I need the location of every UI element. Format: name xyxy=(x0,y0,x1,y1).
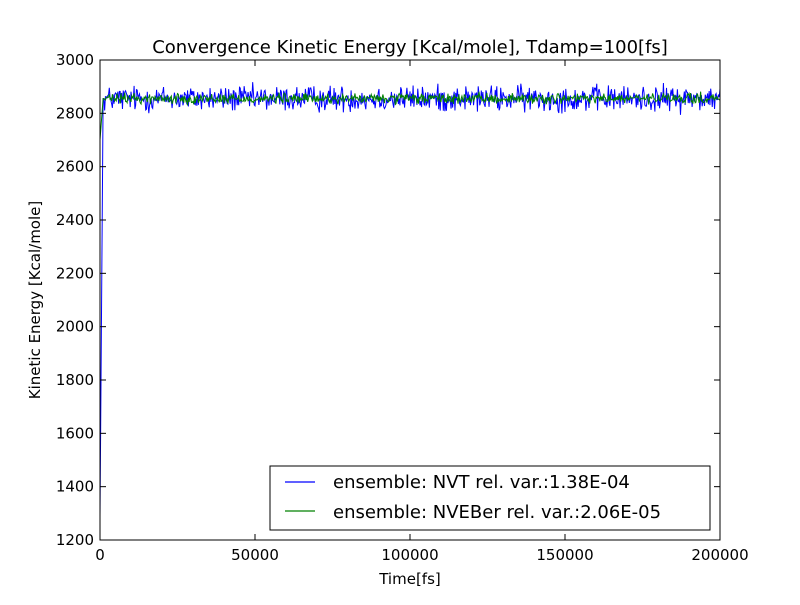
x-tick-label: 100000 xyxy=(381,546,438,564)
y-tick-label: 2800 xyxy=(56,104,94,122)
y-tick-label: 1600 xyxy=(56,424,94,442)
y-tick-label: 1400 xyxy=(56,478,94,496)
legend-label-nvt: ensemble: NVT rel. var.:1.38E-04 xyxy=(333,472,630,493)
y-tick-label: 2000 xyxy=(56,318,94,336)
series-layer xyxy=(99,82,721,517)
chart-title: Convergence Kinetic Energy [Kcal/mole], … xyxy=(152,37,668,58)
x-tick-label: 0 xyxy=(95,546,105,564)
y-tick-label: 2600 xyxy=(56,158,94,176)
x-tick-label: 200000 xyxy=(691,546,748,564)
x-axis-label: Time[fs] xyxy=(378,570,441,588)
y-tick-label: 2200 xyxy=(56,264,94,282)
y-axis-label: Kinetic Energy [Kcal/mole] xyxy=(26,201,44,399)
y-tick-label: 1200 xyxy=(56,531,94,549)
y-tick-label: 2400 xyxy=(56,211,94,229)
y-tick-label: 1800 xyxy=(56,371,94,389)
series-line-nvt xyxy=(99,82,721,517)
axis-ticks: 0 50000 100000 150000 200000 1200 1400 1600 1800… xyxy=(56,51,749,564)
legend-label-nveber: ensemble: NVEBer rel. var.:2.06E-05 xyxy=(333,502,661,523)
legend-box xyxy=(269,465,711,531)
legend: ensemble: NVT rel. var.:1.38E-04 ensembl… xyxy=(269,465,711,531)
y-tick-label: 3000 xyxy=(56,51,94,69)
x-tick-label: 150000 xyxy=(536,546,593,564)
series-line-nveber xyxy=(99,91,721,141)
x-tick-label: 50000 xyxy=(231,546,279,564)
